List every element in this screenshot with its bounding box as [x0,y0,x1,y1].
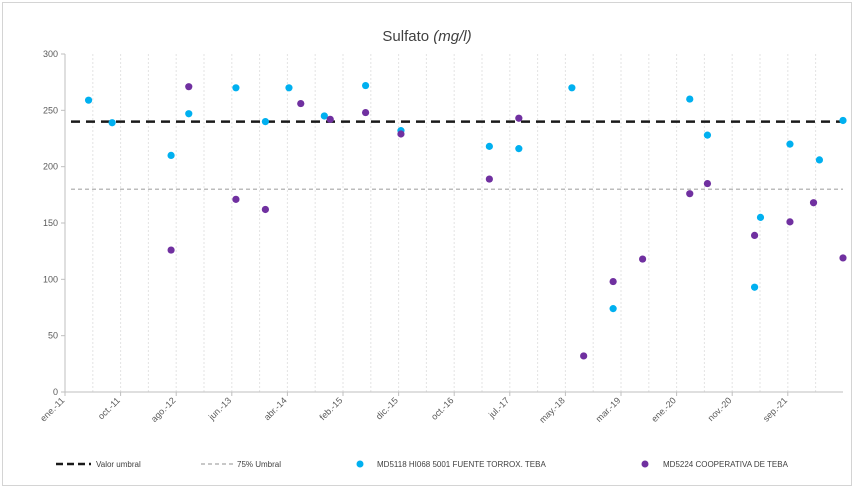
x-tick-label: abr.-14 [262,395,289,422]
point-md5118 [815,156,824,164]
chart-title-main: Sulfato [382,28,429,45]
point-md5224 [515,114,523,122]
point-md5224 [609,277,617,286]
point-md5224 [261,205,269,214]
point-md5118 [515,145,523,153]
point-md5118 [261,118,269,126]
point-md5118 [185,110,193,118]
point-md5118 [786,140,794,148]
point-md5224 [232,195,240,203]
legend-label-75: 75% Umbral [237,460,281,469]
legend-label-md5224: MD5224 COOPERATIVA DE TEBA [663,460,789,469]
point-md5118 [361,81,370,90]
x-tick-label: ene.-20 [649,395,678,424]
point-md5224 [326,115,334,123]
x-tick-label: mar.-19 [594,395,623,424]
y-tick-label: 250 [43,105,58,115]
point-md5118 [485,142,493,150]
point-md5224 [786,218,794,226]
x-tick-label: dic.-15 [374,395,400,421]
x-tick-label: feb.-15 [318,395,345,422]
x-tick-label: jul.-17 [486,395,511,420]
data-points [84,81,847,360]
legend-label-umbral: Valor umbral [96,460,141,469]
x-tick-label: nov.-20 [706,395,734,423]
legend-swatch-md5118 [356,460,364,468]
point-md5118 [686,95,694,103]
y-tick-label: 100 [43,274,58,284]
x-tick-label: jun.-13 [206,395,233,422]
x-tick-label: may.-18 [537,395,567,425]
y-tick-label: 50 [48,331,58,341]
point-md5224 [485,175,493,183]
point-md5224 [750,231,759,239]
x-tick-label: sep.-21 [761,395,789,423]
y-tick-label: 300 [43,49,58,59]
point-md5118 [750,283,759,291]
point-md5118 [320,112,328,120]
point-md5118 [232,84,240,92]
point-md5224 [167,246,175,254]
point-md5118 [568,84,576,92]
point-md5224 [703,179,712,188]
point-md5118 [167,151,175,159]
chart-title: Sulfato (mg/l) [382,28,471,45]
point-md5224 [580,352,588,360]
chart-canvas: Sulfato (mg/l) 0 50 100 150 200 250 300 ene.-1… [38,28,847,469]
x-tick-label: ene.-11 [38,395,66,423]
x-tick-label: ago.-12 [149,395,178,424]
chart-title-unit: (mg/l) [433,28,471,45]
point-md5224 [297,99,305,108]
y-tick-label: 150 [43,218,58,228]
point-md5118 [84,96,93,104]
point-md5118 [703,131,712,139]
legend-label-md5118: MD5118 HI068 5001 FUENTE TORROX. TEBA [377,460,546,469]
point-md5224 [809,199,818,207]
x-axis: ene.-11 oct.-11 ago.-12 jun.-13 abr.-14 feb.-… [38,391,843,425]
point-md5224 [639,255,647,263]
point-md5118 [285,84,293,92]
y-tick-label: 200 [43,162,58,172]
point-md5224 [686,190,694,198]
legend-swatch-md5224 [641,460,649,468]
x-tick-label: oct.-11 [96,395,122,421]
point-md5118 [839,116,847,125]
grid-layer [64,54,817,392]
point-md5224 [839,254,847,262]
point-md5118 [756,213,765,221]
x-tick-label: oct.-16 [429,395,456,422]
point-md5224 [397,130,405,138]
legend: Valor umbral 75% Umbral MD5118 HI068 5001 … [56,460,789,469]
y-axis: 0 50 100 150 200 250 300 [43,49,66,397]
point-md5118 [108,119,116,127]
y-tick-label: 0 [53,387,58,397]
threshold-lines [71,120,843,190]
point-md5224 [185,83,193,91]
point-md5224 [361,108,370,117]
point-md5118 [609,305,617,313]
